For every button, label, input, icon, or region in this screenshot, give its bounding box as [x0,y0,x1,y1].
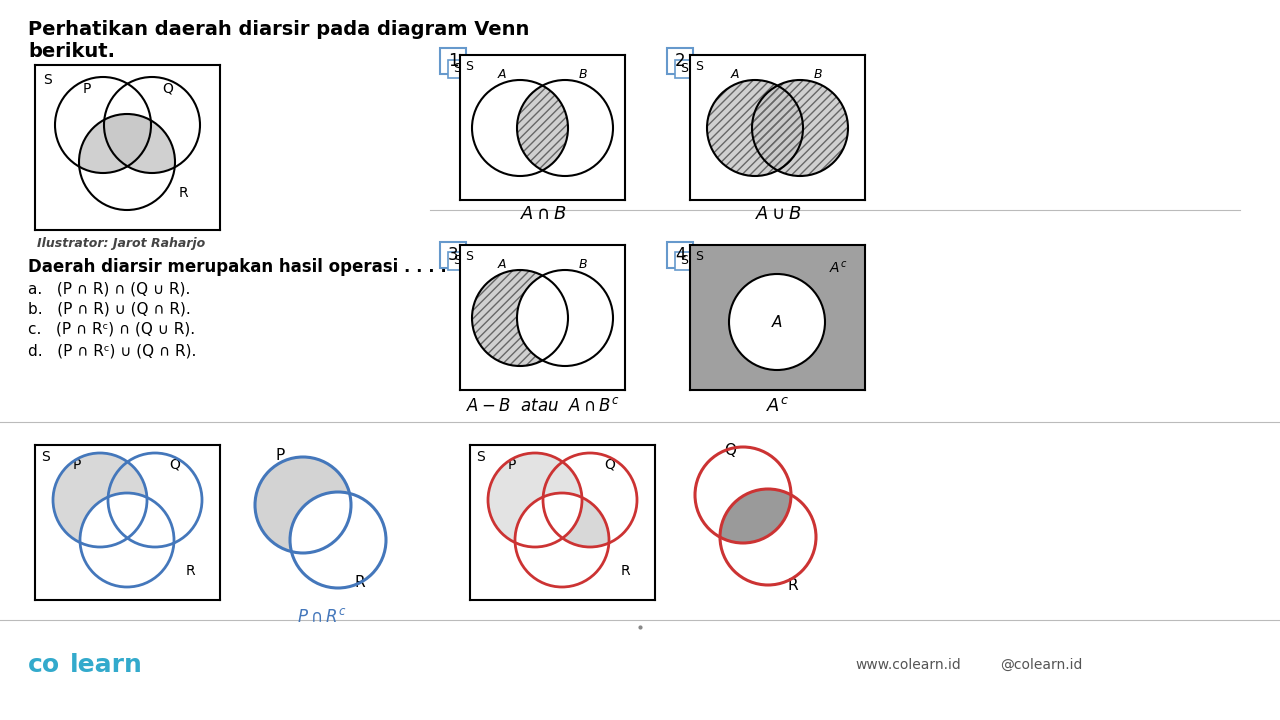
Text: $A$: $A$ [497,258,507,271]
Text: $A \cup B$: $A \cup B$ [755,205,801,223]
Circle shape [104,77,200,173]
Circle shape [52,453,147,547]
Text: b.   (P ∩ R) ∪ (Q ∩ R).: b. (P ∩ R) ∪ (Q ∩ R). [28,302,191,317]
Text: R: R [178,186,188,200]
Text: S: S [680,254,689,268]
Text: berikut.: berikut. [28,42,115,61]
FancyBboxPatch shape [440,242,466,268]
Text: co: co [28,653,60,677]
Text: P: P [83,82,91,96]
Circle shape [517,270,613,366]
FancyBboxPatch shape [448,252,466,270]
Text: $B$: $B$ [813,68,823,81]
Text: P: P [275,448,284,463]
Circle shape [753,80,849,176]
FancyBboxPatch shape [440,48,466,74]
Text: 3: 3 [448,246,458,264]
FancyBboxPatch shape [675,60,692,78]
Text: R: R [621,564,630,578]
Text: $B$: $B$ [579,258,588,271]
Text: 1: 1 [448,52,458,70]
Text: Q: Q [169,458,180,472]
Text: $A$: $A$ [771,314,783,330]
Text: $A^c$: $A^c$ [767,397,790,415]
Text: Daerah diarsir merupakan hasil operasi . . . .: Daerah diarsir merupakan hasil operasi .… [28,258,447,276]
Text: S: S [41,450,50,464]
Text: P: P [508,458,516,472]
Text: S: S [695,60,703,73]
Text: S: S [453,254,461,268]
Text: 2: 2 [675,52,685,70]
Text: d.   (P ∩ Rᶜ) ∪ (Q ∩ R).: d. (P ∩ Rᶜ) ∪ (Q ∩ R). [28,344,196,359]
FancyBboxPatch shape [675,252,692,270]
Circle shape [472,270,568,366]
FancyBboxPatch shape [448,60,466,78]
Text: S: S [453,63,461,76]
Text: R: R [355,575,365,590]
Text: Q: Q [163,82,173,96]
Text: Q: Q [604,458,616,472]
Text: $A - B$  atau  $A \cap B^c$: $A - B$ atau $A \cap B^c$ [466,397,620,415]
Text: a.   (P ∩ R) ∩ (Q ∪ R).: a. (P ∩ R) ∩ (Q ∪ R). [28,282,191,297]
Text: R: R [787,578,799,593]
Text: R: R [186,564,195,578]
Text: S: S [465,60,474,73]
Text: 4: 4 [675,246,685,264]
FancyBboxPatch shape [667,242,692,268]
Text: S: S [44,73,51,87]
Text: $A$: $A$ [497,68,507,81]
Circle shape [695,447,791,543]
Text: $A$: $A$ [730,68,740,81]
Circle shape [488,453,582,547]
Text: $A^c$: $A^c$ [829,260,847,276]
Circle shape [472,80,568,176]
Text: learn: learn [70,653,143,677]
Circle shape [55,77,151,173]
Text: $B$: $B$ [579,68,588,81]
Text: www.colearn.id: www.colearn.id [855,658,961,672]
Circle shape [543,453,637,547]
Circle shape [730,274,826,370]
Text: Ilustrator: Jarot Raharjo: Ilustrator: Jarot Raharjo [37,237,205,250]
Circle shape [515,493,609,587]
Text: Perhatikan daerah diarsir pada diagram Venn: Perhatikan daerah diarsir pada diagram V… [28,20,530,39]
Text: $A \cap B$: $A \cap B$ [520,205,566,223]
Text: S: S [465,250,474,263]
Circle shape [291,492,387,588]
Text: @colearn.id: @colearn.id [1000,658,1083,672]
Text: P: P [73,458,81,472]
Text: Q: Q [724,443,736,458]
Text: S: S [695,250,703,263]
Text: c.   (P ∩ Rᶜ) ∩ (Q ∪ R).: c. (P ∩ Rᶜ) ∩ (Q ∪ R). [28,322,195,337]
Text: $P \cap R^c$: $P \cap R^c$ [297,608,347,626]
Text: S: S [680,63,689,76]
Circle shape [255,457,351,553]
Circle shape [79,493,174,587]
FancyBboxPatch shape [667,48,692,74]
Circle shape [707,80,803,176]
Text: S: S [476,450,485,464]
